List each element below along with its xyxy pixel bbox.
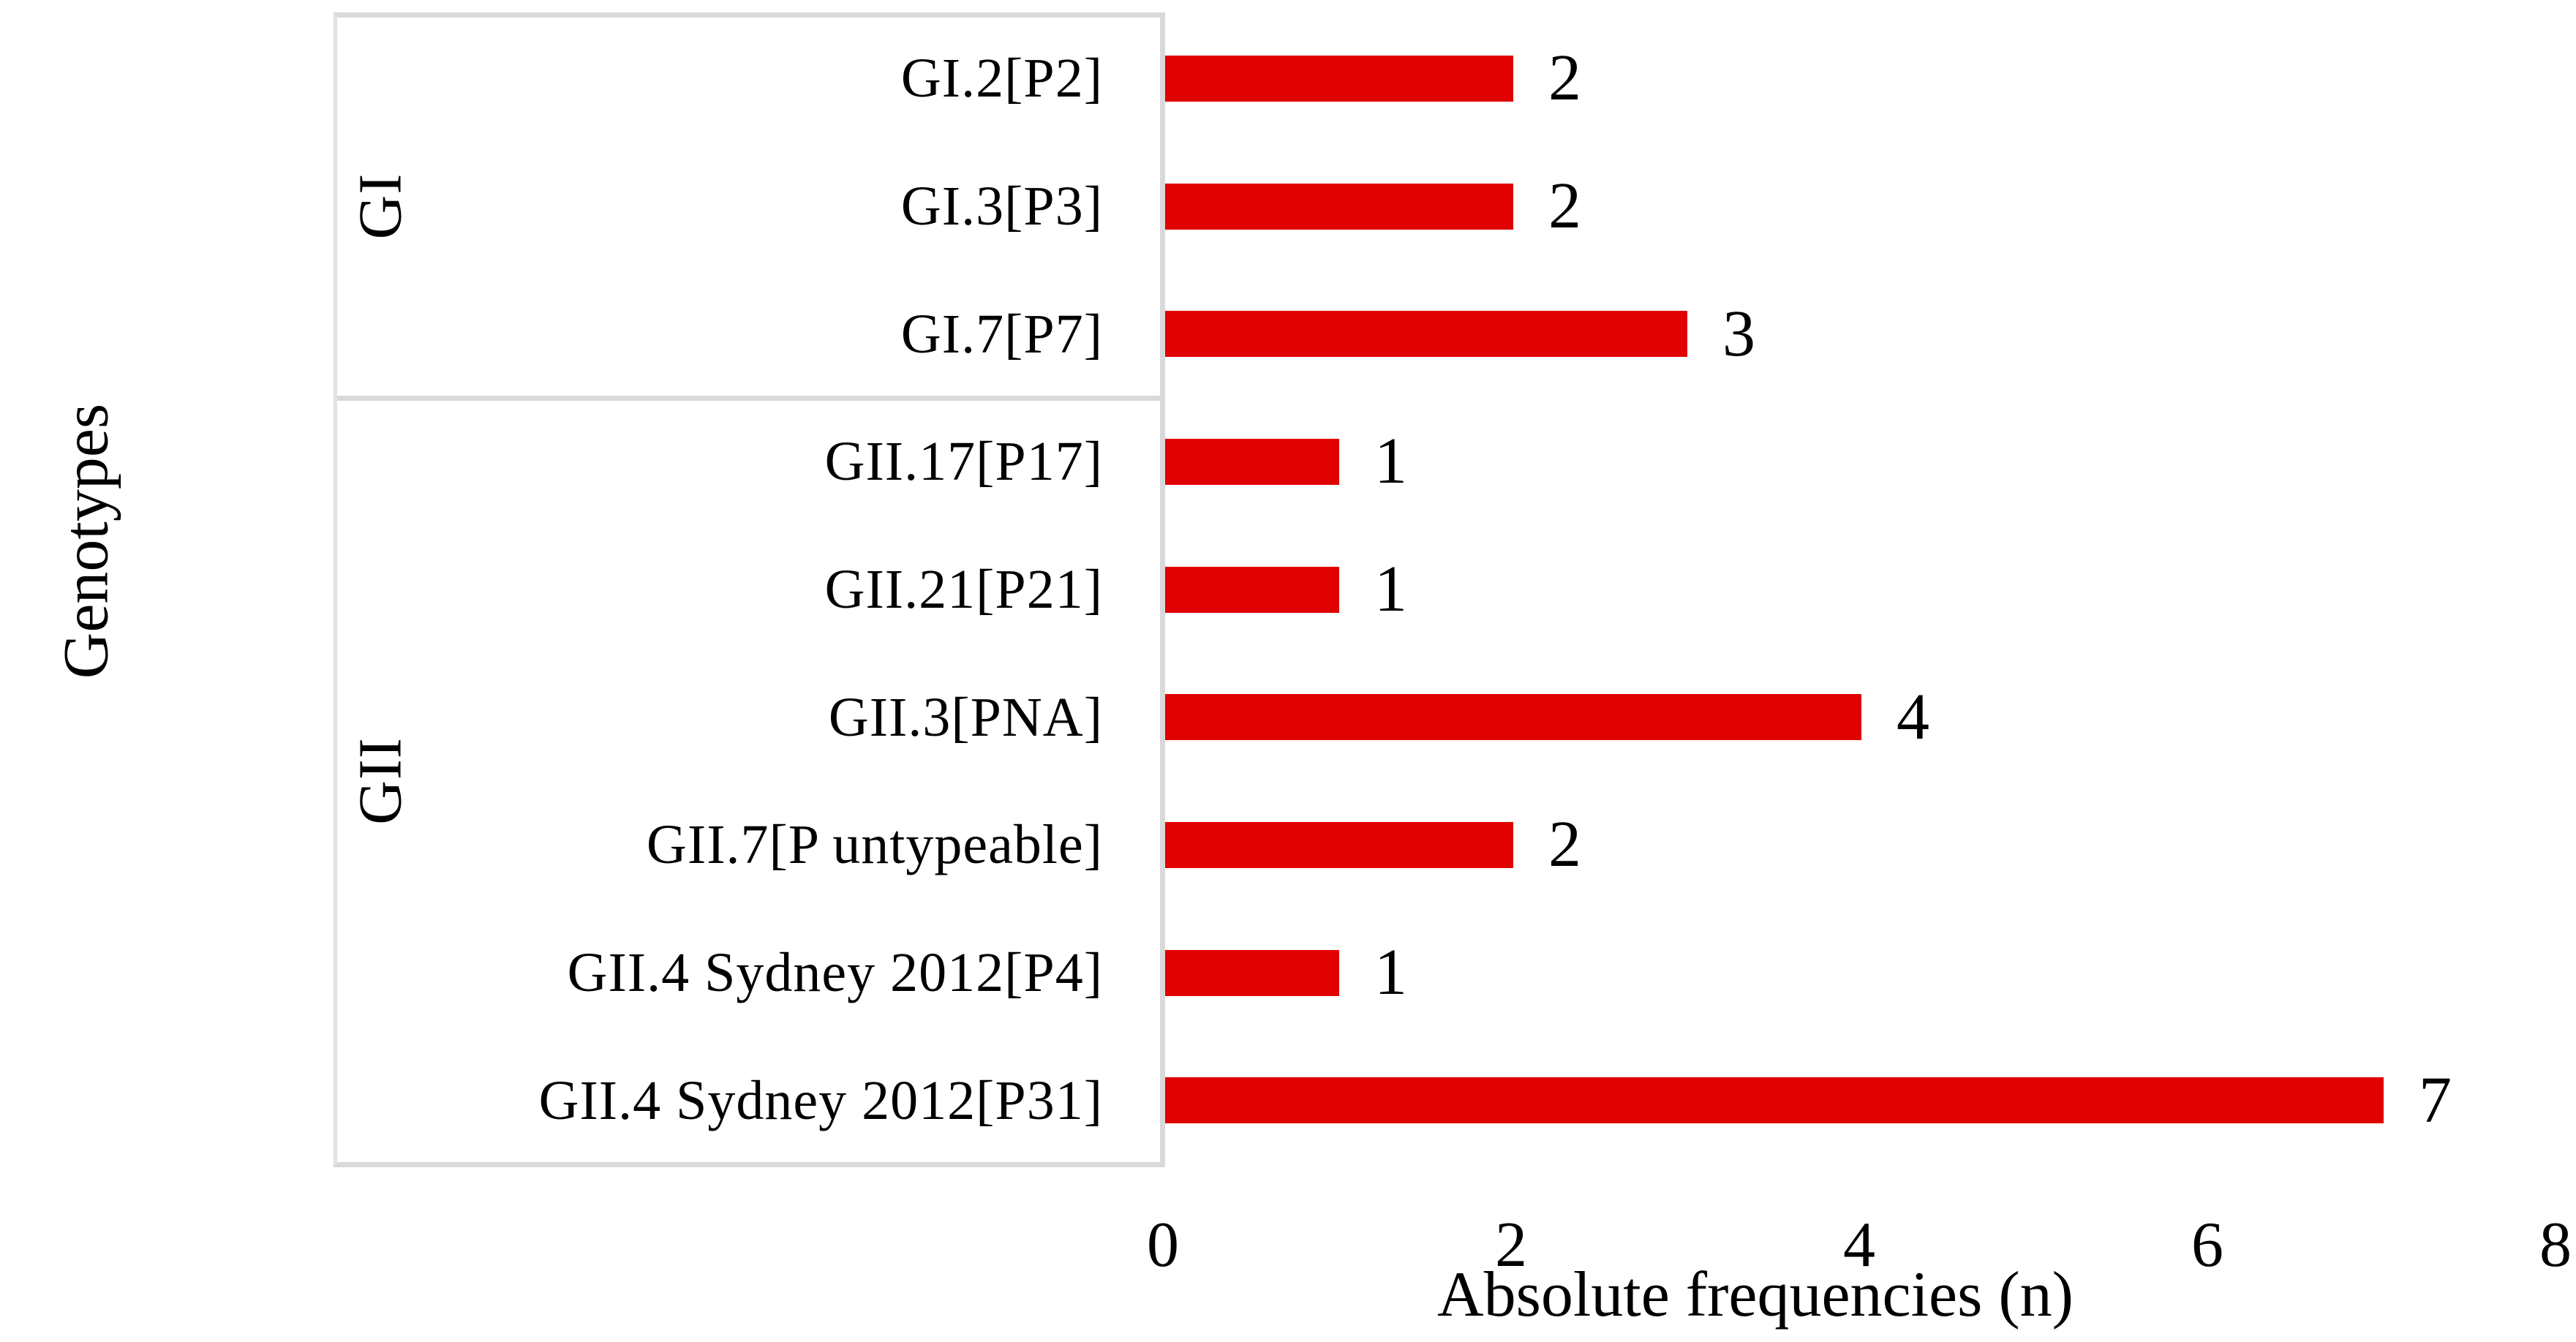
bar-value-label: 3 [1722, 298, 1755, 370]
category-group-divider-line [334, 396, 1165, 401]
bar-value-label: 7 [2419, 1064, 2452, 1136]
bar-value-label: 2 [1548, 170, 1581, 242]
group-label-gi: GI [346, 173, 415, 240]
category-axis-line [1160, 12, 1165, 1167]
bar [1165, 822, 1513, 868]
x-tick-label: 2 [1495, 1210, 1527, 1281]
bar [1165, 311, 1687, 357]
bar [1165, 950, 1339, 996]
y-axis-title: Genotypes [50, 403, 122, 679]
bar [1165, 439, 1339, 485]
x-axis-title: Absolute frequencies (n) [1437, 1259, 2074, 1330]
category-label: GII.4 Sydney 2012[P31] [538, 1070, 1103, 1131]
bar [1165, 56, 1513, 102]
category-label: GI.2[P2] [900, 48, 1103, 109]
category-label: GII.21[P21] [824, 559, 1103, 620]
category-box-bottom-line [334, 1162, 1165, 1167]
category-label: GII.7[P untypeable] [647, 814, 1103, 875]
category-box-top-line [334, 12, 1165, 18]
bar-value-label: 4 [1897, 681, 1929, 753]
category-box-left-line [334, 15, 337, 1164]
bar [1165, 694, 1861, 740]
bar [1165, 567, 1339, 613]
category-label: GII.4 Sydney 2012[P4] [567, 942, 1103, 1003]
category-label: GI.7[P7] [900, 304, 1103, 365]
category-label: GII.17[P17] [824, 431, 1103, 492]
x-tick-label: 6 [2191, 1210, 2223, 1281]
category-label: GI.3[P3] [900, 176, 1103, 237]
bar-value-label: 2 [1548, 808, 1581, 881]
x-tick-label: 0 [1147, 1210, 1179, 1281]
bar-value-label: 1 [1374, 425, 1407, 497]
bar-value-label: 2 [1548, 42, 1581, 114]
bar [1165, 1077, 2384, 1123]
bar [1165, 184, 1513, 230]
bar-value-label: 1 [1374, 936, 1407, 1009]
category-label: GII.3[PNA] [828, 687, 1103, 748]
group-label-gii: GII [346, 737, 415, 825]
x-tick-label: 8 [2539, 1210, 2572, 1281]
x-tick-label: 4 [1843, 1210, 1875, 1281]
bar-value-label: 1 [1374, 553, 1407, 625]
